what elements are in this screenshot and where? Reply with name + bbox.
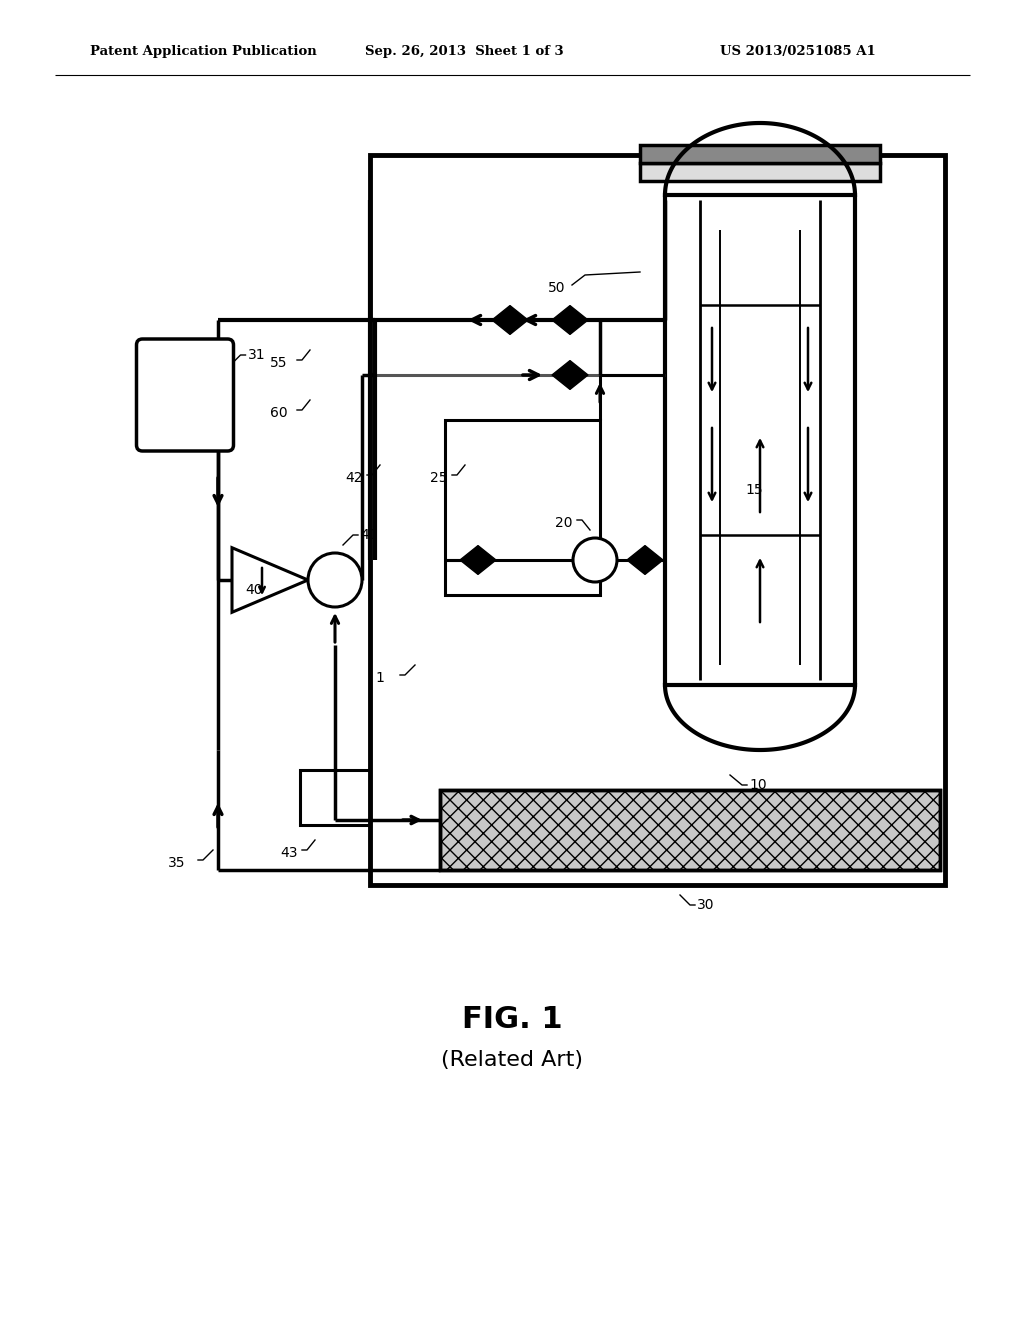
Text: 10: 10 (749, 777, 767, 792)
Text: 50: 50 (548, 281, 565, 294)
Text: 42: 42 (345, 471, 362, 484)
Text: Patent Application Publication: Patent Application Publication (90, 45, 316, 58)
Bar (665, 195, 855, 685)
Circle shape (308, 553, 362, 607)
Text: 43: 43 (280, 846, 298, 861)
Bar (640, 145, 880, 162)
Text: (Related Art): (Related Art) (441, 1049, 583, 1071)
Polygon shape (552, 360, 570, 389)
Text: 60: 60 (270, 407, 288, 420)
Bar (440, 789, 940, 870)
Bar (445, 420, 600, 595)
Polygon shape (645, 545, 663, 574)
Polygon shape (460, 545, 478, 574)
Polygon shape (552, 306, 570, 334)
Bar (300, 770, 370, 825)
Text: FIG. 1: FIG. 1 (462, 1006, 562, 1035)
Bar (440, 789, 940, 870)
Polygon shape (570, 360, 588, 389)
Bar (640, 162, 880, 181)
Text: Sep. 26, 2013  Sheet 1 of 3: Sep. 26, 2013 Sheet 1 of 3 (365, 45, 563, 58)
Polygon shape (570, 306, 588, 334)
Polygon shape (492, 306, 510, 334)
Text: 31: 31 (248, 348, 265, 362)
FancyBboxPatch shape (136, 339, 233, 451)
Text: 25: 25 (430, 471, 447, 484)
Polygon shape (627, 545, 645, 574)
Text: 1: 1 (375, 671, 384, 685)
Text: 30: 30 (697, 898, 715, 912)
Text: US 2013/0251085 A1: US 2013/0251085 A1 (720, 45, 876, 58)
Bar (147, 397, 222, 447)
Circle shape (573, 539, 617, 582)
Bar (370, 154, 945, 884)
Polygon shape (510, 306, 528, 334)
Text: 40: 40 (245, 583, 262, 597)
Text: 41: 41 (360, 528, 378, 543)
Text: 55: 55 (270, 356, 288, 370)
Polygon shape (478, 545, 496, 574)
Text: 15: 15 (745, 483, 763, 498)
Text: 35: 35 (168, 855, 185, 870)
Polygon shape (232, 548, 308, 612)
Text: 20: 20 (555, 516, 572, 531)
